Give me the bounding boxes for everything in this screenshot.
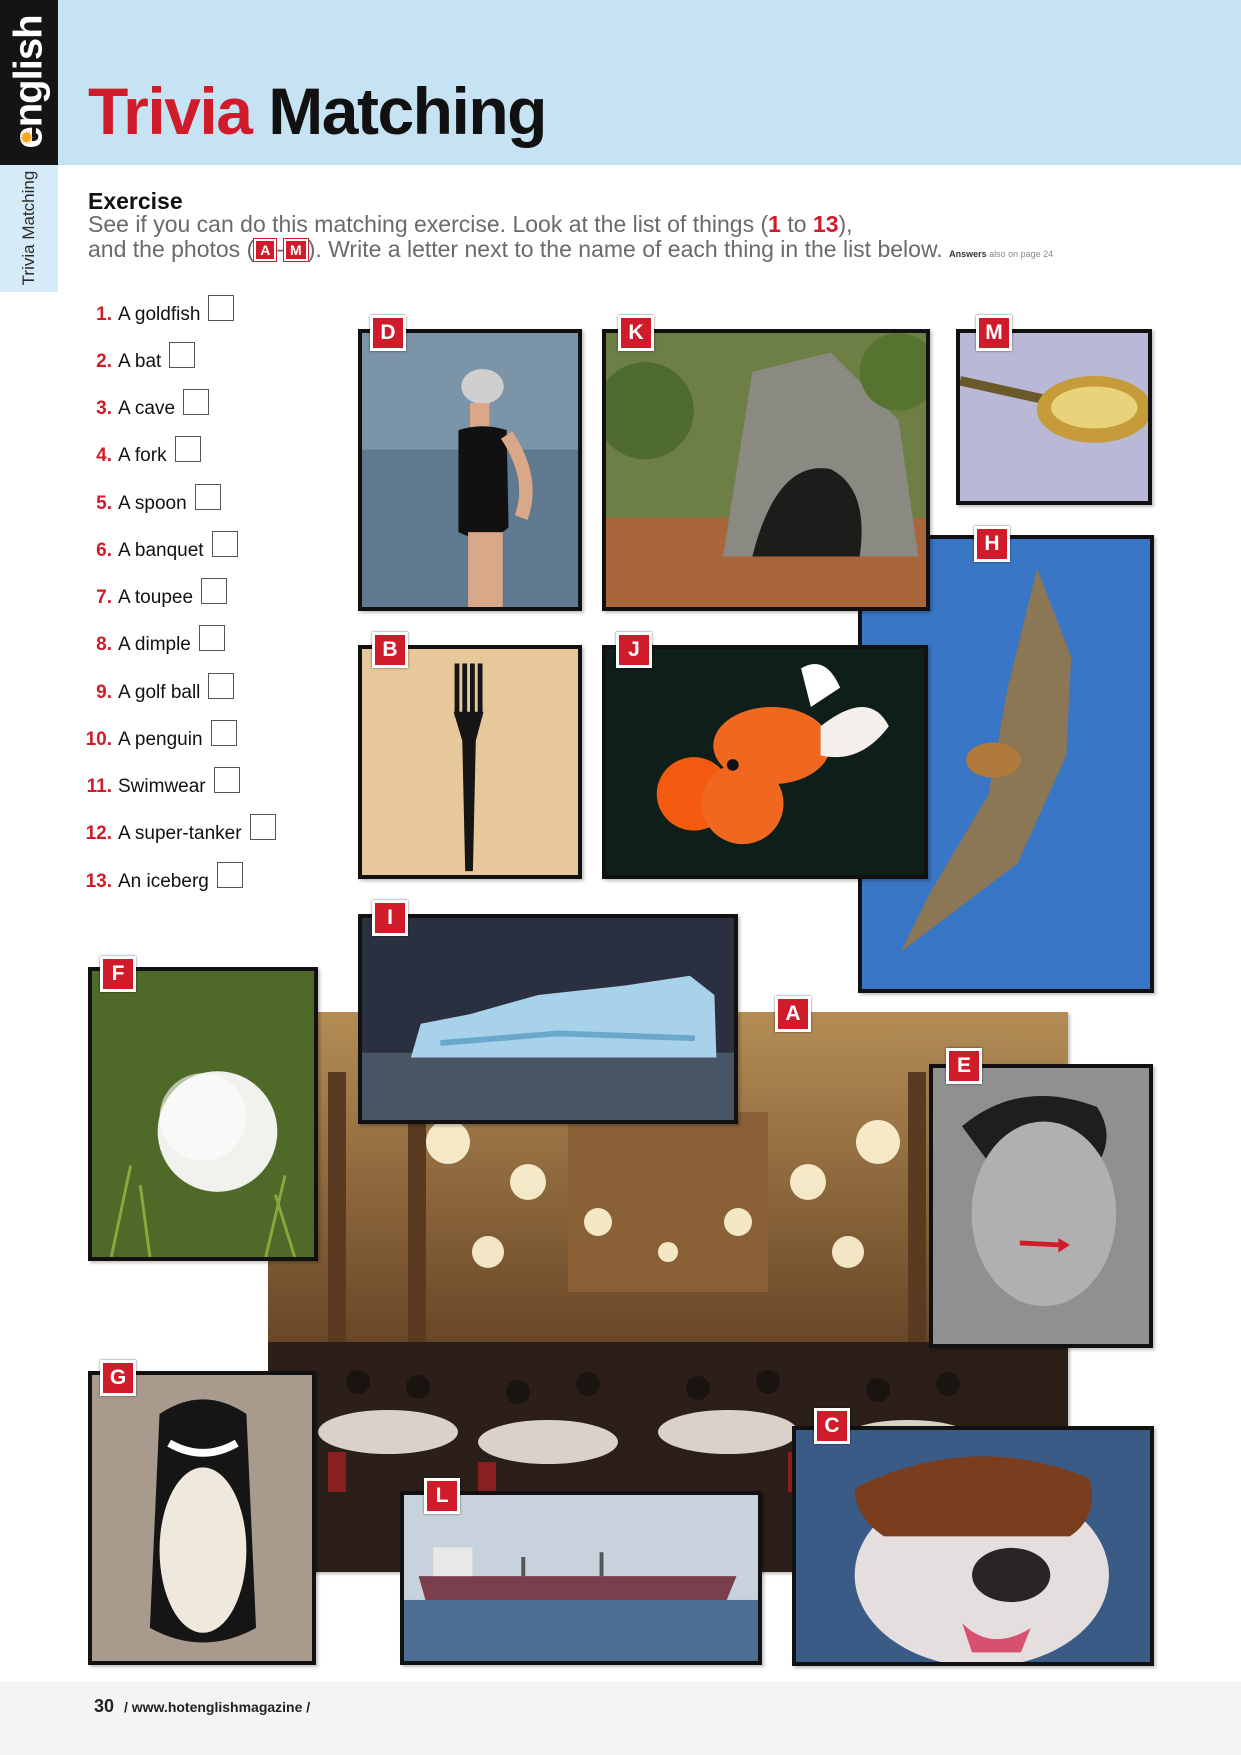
photo-badge-b: B: [372, 632, 408, 668]
photo-badge-j: J: [616, 632, 652, 668]
toupee-dog-image: [796, 1430, 1150, 1662]
photo-badge-i: I: [372, 900, 408, 936]
dimple-portrait-image: [933, 1068, 1149, 1344]
list-item: 6. A banquet: [80, 531, 238, 566]
list-item: 9. A golf ball: [80, 673, 235, 708]
magazine-logo: english ✹: [0, 0, 58, 165]
list-item: 5. A spoon: [80, 484, 221, 519]
photo-badge-k: K: [618, 315, 654, 351]
photo-g-penguin: [88, 1371, 316, 1665]
sun-icon: ✹: [19, 128, 35, 148]
badge-a-mini: A: [253, 238, 278, 262]
photo-badge-d: D: [370, 315, 406, 351]
photo-badge-m: M: [976, 315, 1012, 351]
photo-badge-g: G: [100, 1360, 136, 1396]
answer-box[interactable]: [198, 625, 225, 651]
photo-f-golfball: [88, 967, 318, 1261]
answer-box[interactable]: [183, 389, 210, 415]
list-item: 3. A cave: [80, 389, 210, 424]
answer-box[interactable]: [249, 814, 276, 840]
iceberg-image: [362, 918, 734, 1120]
photo-k-cave: [602, 329, 930, 611]
photo-d-swimwear: [358, 329, 582, 611]
list-item: 12. A super-tanker: [80, 814, 276, 849]
exercise-heading: Exercise: [88, 188, 183, 214]
cave-image: [606, 333, 926, 607]
answer-box[interactable]: [208, 295, 235, 321]
fork-image: [362, 649, 578, 875]
photo-badge-f: F: [100, 956, 136, 992]
list-item: 11. Swimwear: [80, 767, 240, 802]
answer-box[interactable]: [216, 862, 243, 888]
list-item: 2. A bat: [80, 342, 196, 377]
answer-box[interactable]: [194, 484, 221, 510]
answer-box[interactable]: [210, 720, 237, 746]
photo-c-toupee: [792, 1426, 1154, 1666]
list-item: 4. A fork: [80, 436, 201, 471]
answer-box[interactable]: [201, 578, 228, 604]
website-link[interactable]: / www.hotenglishmagazine /: [124, 1699, 311, 1715]
photo-badge-c: C: [814, 1408, 850, 1444]
photo-i-iceberg: [358, 914, 738, 1124]
answer-box[interactable]: [211, 531, 238, 557]
answer-box[interactable]: [208, 673, 235, 699]
answer-box[interactable]: [169, 342, 196, 368]
section-side-label: Trivia Matching: [19, 170, 38, 286]
goldfish-image: [606, 649, 924, 875]
swimwear-image: [362, 333, 578, 607]
list-item: 13. An iceberg: [80, 862, 243, 897]
photo-badge-h: H: [974, 526, 1010, 562]
supertanker-image: [404, 1495, 758, 1661]
exercise-instructions: See if you can do this matching exercise…: [88, 212, 1138, 267]
list-item: 7. A toupee: [80, 578, 228, 613]
photo-badge-a: A: [775, 996, 811, 1032]
answer-box[interactable]: [213, 767, 240, 793]
golfball-image: [92, 971, 314, 1257]
photo-b-fork: [358, 645, 582, 879]
page-number: 30: [94, 1696, 115, 1716]
spoon-image: [960, 333, 1148, 501]
penguin-image: [92, 1375, 312, 1661]
list-item: 8. A dimple: [80, 625, 225, 660]
photo-badge-e: E: [946, 1048, 982, 1084]
answer-box[interactable]: [174, 436, 201, 462]
badge-m-mini: M: [283, 238, 309, 262]
photo-m-spoon: [956, 329, 1152, 505]
list-item: 1. A goldfish: [80, 295, 235, 330]
answers-note: Answers also on page 24: [949, 249, 1054, 259]
footer-bar: [0, 1682, 1241, 1755]
header-band: [0, 0, 1241, 165]
photo-j-goldfish: [602, 645, 928, 879]
photo-badge-l: L: [424, 1478, 460, 1514]
title-word-trivia: Trivia: [88, 74, 253, 148]
instructions-line-2: and the photos (A - M). Write a letter nex…: [88, 236, 1054, 262]
title-word-matching: Matching: [268, 74, 547, 148]
photo-e-dimple: [929, 1064, 1153, 1348]
page-title: Trivia Matching: [88, 78, 547, 144]
instructions-line-1: See if you can do this matching exercise…: [88, 211, 853, 237]
photo-l-supertanker: [400, 1491, 762, 1665]
list-item: 10. A penguin: [80, 720, 237, 755]
